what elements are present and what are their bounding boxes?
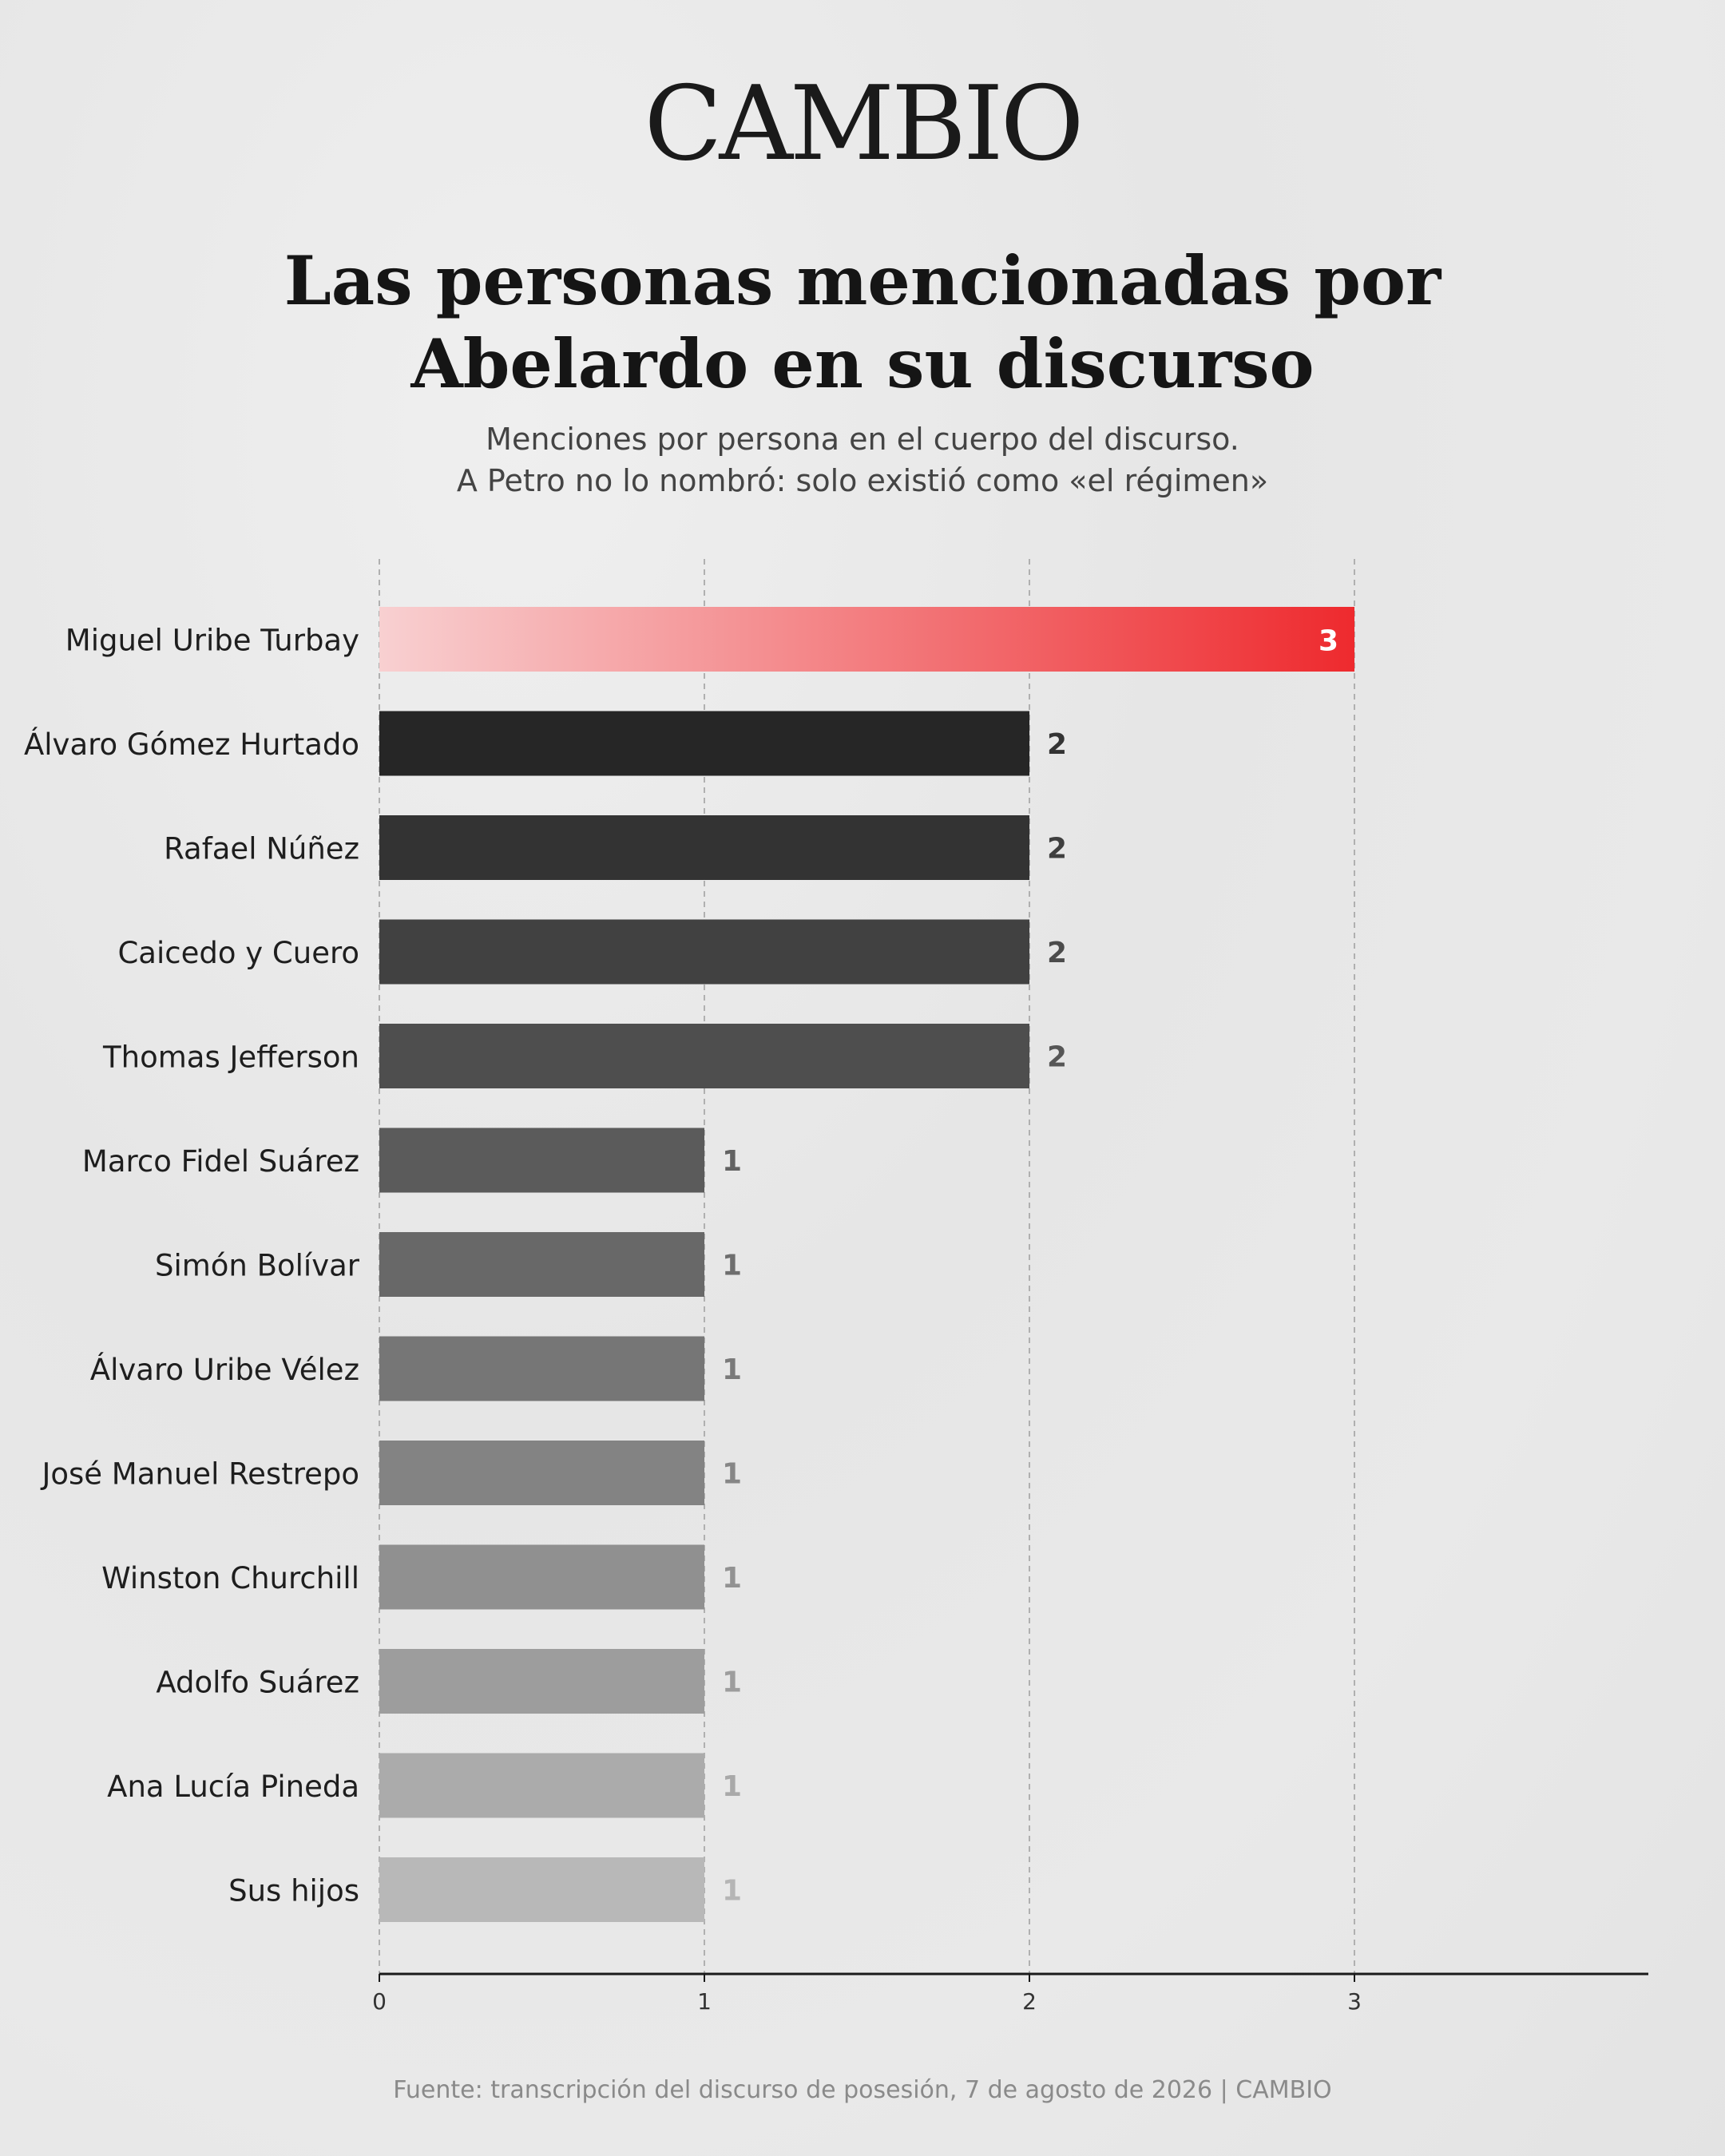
bar xyxy=(379,815,1029,880)
bar xyxy=(379,1441,704,1505)
source-note: Fuente: transcripción del discurso de po… xyxy=(393,2076,1332,2104)
chart-title: Las personas mencionadas por Abelardo en… xyxy=(0,240,1725,406)
bar xyxy=(379,919,1029,985)
category-label: Ana Lucía Pineda xyxy=(107,1770,359,1804)
category-label: Álvaro Uribe Vélez xyxy=(90,1352,359,1387)
x-tick-label: 3 xyxy=(1347,1988,1362,2015)
category-label: José Manuel Restrepo xyxy=(40,1457,359,1492)
bar xyxy=(379,1336,704,1401)
bar xyxy=(379,711,1029,776)
x-axis: 0 1 2 3 xyxy=(372,1972,1648,2015)
category-label: Caicedo y Cuero xyxy=(117,936,359,970)
data-label: 2 xyxy=(1047,833,1067,866)
bar xyxy=(379,1753,704,1818)
data-label: 1 xyxy=(722,1770,742,1803)
data-label: 2 xyxy=(1047,937,1067,969)
data-label: 2 xyxy=(1047,728,1067,761)
data-label: 1 xyxy=(722,1353,742,1386)
category-label: Adolfo Suárez xyxy=(156,1666,359,1700)
category-label: Simón Bolívar xyxy=(155,1249,360,1283)
category-label: Rafael Núñez xyxy=(164,832,359,866)
chart-title-line-2: Abelardo en su discurso xyxy=(410,324,1315,403)
bar xyxy=(379,1232,704,1297)
category-label: Álvaro Gómez Hurtado xyxy=(24,727,359,762)
bar xyxy=(379,1544,704,1610)
data-label: 1 xyxy=(722,1145,742,1178)
bar xyxy=(379,1024,1029,1088)
bar xyxy=(379,1649,704,1714)
x-tick-label: 2 xyxy=(1022,1988,1037,2015)
data-label: 1 xyxy=(722,1667,742,1699)
brand-logo: CAMBIO xyxy=(644,65,1085,184)
data-label: 1 xyxy=(722,1250,742,1282)
category-label: Sus hijos xyxy=(228,1874,359,1908)
bar xyxy=(379,1857,704,1922)
data-label: 1 xyxy=(722,1458,742,1491)
category-label: Miguel Uribe Turbay xyxy=(65,624,359,658)
bars: Miguel Uribe Turbay 3 Álvaro Gómez Hurtado… xyxy=(24,607,1354,1922)
category-label: Winston Churchill xyxy=(101,1561,359,1595)
bar xyxy=(379,1128,704,1193)
bar xyxy=(379,607,1354,672)
chart-title-line-1: Las personas mencionadas por xyxy=(284,241,1441,320)
data-label: 3 xyxy=(1319,625,1338,658)
data-label: 2 xyxy=(1047,1041,1067,1074)
category-label: Marco Fidel Suárez xyxy=(82,1144,359,1179)
x-tick-label: 1 xyxy=(697,1988,712,2015)
chart-subtitle-line-2: A Petro no lo nombró: solo existió como … xyxy=(456,463,1269,498)
data-label: 1 xyxy=(722,1875,742,1908)
category-label: Thomas Jefferson xyxy=(102,1040,359,1075)
chart-subtitle-line-1: Menciones por persona en el cuerpo del d… xyxy=(486,422,1239,457)
x-tick-label: 0 xyxy=(372,1988,387,2015)
data-label: 1 xyxy=(722,1562,742,1595)
